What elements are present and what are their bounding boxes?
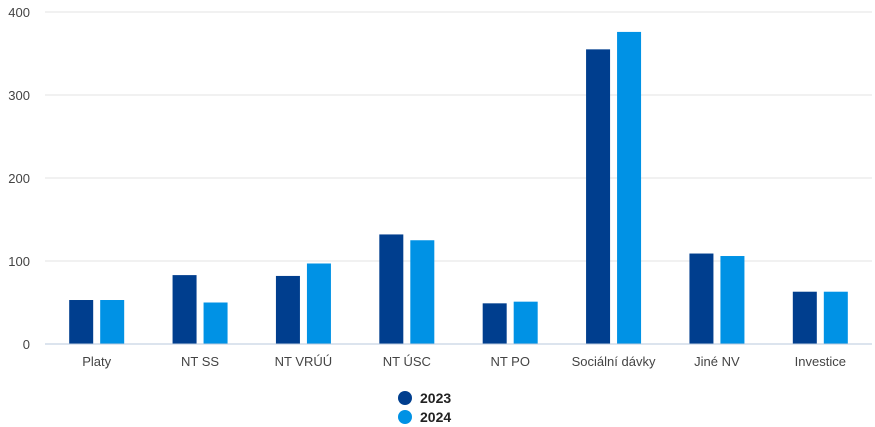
x-tick-label: NT VRÚÚ <box>275 354 333 369</box>
x-tick-label: NT SS <box>181 354 219 369</box>
legend-swatch-2023 <box>398 390 412 405</box>
bar-2023-7[interactable] <box>792 291 817 344</box>
x-tick-label: Investice <box>795 354 846 369</box>
bar-2023-0[interactable] <box>69 300 94 344</box>
bar-2024-3[interactable] <box>410 240 435 344</box>
x-tick-label: Platy <box>82 354 111 369</box>
axes: 0 100 200 300 400 Platy NT SS NT VRÚÚ NT ÚSC NT P… <box>8 5 872 369</box>
bar-2023-1[interactable] <box>172 275 197 344</box>
bar-2024-2[interactable] <box>306 263 331 344</box>
grid-lines <box>45 11 872 262</box>
legend-swatch-2024 <box>398 409 412 424</box>
y-tick-label: 100 <box>8 254 30 269</box>
bar-2024-4[interactable] <box>513 301 538 344</box>
y-tick-label: 200 <box>8 171 30 186</box>
x-tick-label: Jiné NV <box>694 354 740 369</box>
bar-2023-4[interactable] <box>482 303 507 344</box>
y-tick-label: 300 <box>8 88 30 103</box>
bar-2023-6[interactable] <box>689 253 714 344</box>
y-tick-label: 0 <box>23 337 30 352</box>
bars <box>69 31 848 345</box>
legend-label-2023: 2023 <box>420 389 452 406</box>
legend: 2023 2024 <box>398 388 451 426</box>
x-tick-label: Sociální dávky <box>572 354 656 369</box>
bar-2023-3[interactable] <box>379 234 404 344</box>
x-tick-label: NT ÚSC <box>383 354 431 369</box>
legend-item-2023[interactable]: 2023 <box>398 388 451 407</box>
bar-2024-5[interactable] <box>617 31 642 344</box>
x-tick-label: NT PO <box>490 354 530 369</box>
bar-2024-0[interactable] <box>100 300 125 344</box>
bar-2023-2[interactable] <box>275 275 300 344</box>
bar-2024-6[interactable] <box>720 256 745 344</box>
bar-2024-1[interactable] <box>203 302 228 345</box>
legend-item-2024[interactable]: 2024 <box>398 407 451 426</box>
y-tick-label: 400 <box>8 5 30 20</box>
bar-2024-7[interactable] <box>823 291 848 344</box>
bar-2023-5[interactable] <box>586 49 611 344</box>
legend-label-2024: 2024 <box>420 408 452 425</box>
